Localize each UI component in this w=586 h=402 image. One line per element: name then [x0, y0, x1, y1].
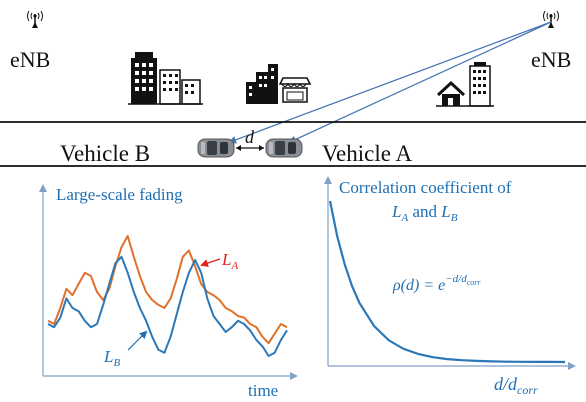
correlation-title-line2: LA and LB [391, 202, 458, 224]
series-label-la: LA [221, 250, 238, 272]
storefront-icon [278, 77, 312, 103]
series-label-lb: LB [103, 347, 120, 369]
correlation-title-line1: Correlation coefficient of [339, 178, 512, 197]
link-line-to-vehicle-a [288, 21, 552, 144]
city-buildings-icon [128, 52, 203, 105]
link-line-to-vehicle-b [228, 21, 552, 144]
enb-right-label: eNB [531, 47, 571, 72]
enb-left-label: eNB [10, 47, 50, 72]
vehicle-a-label: Vehicle A [322, 141, 412, 166]
fading-title: Large-scale fading [56, 185, 183, 204]
series-line-la [47, 235, 288, 345]
fading-x-label: time [248, 381, 278, 400]
city-buildings-icon [436, 62, 494, 107]
car-icon [197, 138, 235, 158]
series-pointer-lb [127, 330, 148, 351]
correlation-chart: Correlation coefficient of LA and LB ρ(d… [324, 176, 576, 397]
antenna-tower-icon [543, 10, 559, 28]
series-line-rho [328, 200, 566, 364]
car-icon [265, 138, 303, 158]
distance-label: d [245, 127, 255, 147]
house-icon [436, 80, 466, 106]
antenna-tower-icon [27, 10, 43, 28]
fading-chart: Large-scale fading time LA LB [39, 184, 298, 400]
series-pointer-la [200, 258, 221, 267]
correlation-x-label: d/dcorr [494, 374, 538, 397]
city-buildings-icon [246, 64, 278, 104]
correlation-formula: ρ(d) = e−d/dcorr [392, 273, 481, 294]
series-line-lb [47, 255, 288, 357]
vehicle-b-label: Vehicle B [60, 141, 150, 166]
